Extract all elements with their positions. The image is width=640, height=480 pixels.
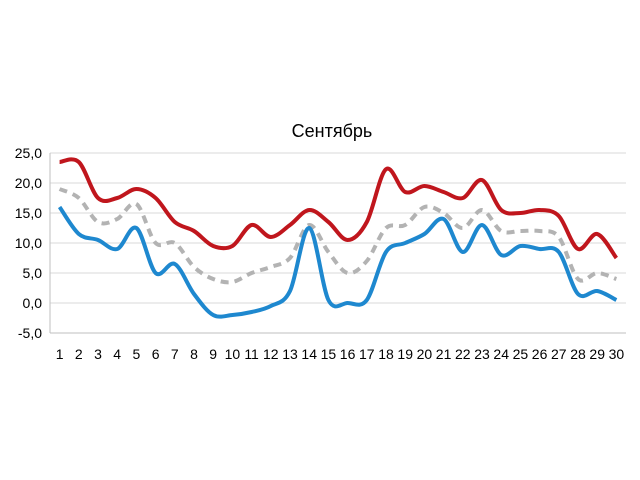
x-tick-label: 30 bbox=[609, 346, 625, 362]
x-tick-label: 18 bbox=[378, 346, 394, 362]
y-tick-label: 5,0 bbox=[23, 265, 43, 281]
x-tick-label: 27 bbox=[551, 346, 567, 362]
x-tick-label: 26 bbox=[532, 346, 548, 362]
y-tick-label: 0,0 bbox=[23, 295, 43, 311]
x-tick-label: 5 bbox=[133, 346, 141, 362]
x-tick-label: 21 bbox=[436, 346, 452, 362]
x-tick-label: 10 bbox=[225, 346, 241, 362]
x-tick-label: 11 bbox=[244, 346, 259, 362]
y-tick-label: -5,0 bbox=[18, 325, 42, 341]
x-tick-label: 23 bbox=[474, 346, 490, 362]
y-tick-label: 10,0 bbox=[15, 235, 42, 251]
y-tick-label: 15,0 bbox=[15, 205, 42, 221]
x-tick-label: 29 bbox=[589, 346, 605, 362]
x-tick-label: 19 bbox=[397, 346, 413, 362]
series-line-mean bbox=[58, 187, 618, 285]
chart-title: Сентябрь bbox=[292, 121, 373, 141]
x-tick-label: 16 bbox=[340, 346, 356, 362]
y-tick-label: 25,0 bbox=[15, 145, 42, 161]
y-axis-ticks: -5,0 0,0 5,0 10,0 15,0 20,0 25,0 bbox=[15, 145, 42, 341]
x-tick-label: 14 bbox=[301, 346, 317, 362]
x-tick-label: 22 bbox=[455, 346, 471, 362]
series-lines bbox=[57, 157, 619, 319]
x-tick-label: 20 bbox=[417, 346, 433, 362]
x-tick-label: 7 bbox=[171, 346, 179, 362]
x-tick-label: 2 bbox=[75, 346, 83, 362]
x-tick-label: 17 bbox=[359, 346, 375, 362]
x-axis-ticks: 1 2 3 4 5 6 7 8 9 10 11 12 13 14 15 16 17 18 19 20 21 22 23 24 2… bbox=[56, 346, 625, 362]
x-tick-label: 6 bbox=[152, 346, 160, 362]
x-tick-label: 15 bbox=[321, 346, 337, 362]
series-line-max bbox=[59, 157, 619, 260]
grid bbox=[49, 152, 626, 334]
x-tick-label: 8 bbox=[190, 346, 198, 362]
series-line-min bbox=[57, 205, 618, 319]
y-tick-label: 20,0 bbox=[15, 175, 42, 191]
x-tick-label: 4 bbox=[113, 346, 121, 362]
x-tick-label: 3 bbox=[94, 346, 102, 362]
x-tick-label: 28 bbox=[570, 346, 586, 362]
x-tick-label: 1 bbox=[56, 346, 64, 362]
x-tick-label: 25 bbox=[513, 346, 529, 362]
x-tick-label: 13 bbox=[282, 346, 298, 362]
x-tick-label: 9 bbox=[209, 346, 217, 362]
x-tick-label: 24 bbox=[493, 346, 509, 362]
x-tick-label: 12 bbox=[263, 346, 279, 362]
